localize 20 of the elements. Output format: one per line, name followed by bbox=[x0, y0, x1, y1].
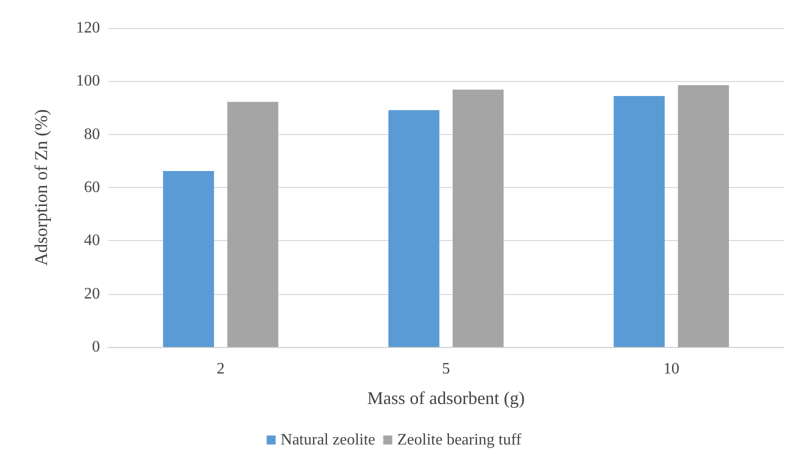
bar bbox=[163, 171, 214, 347]
legend-label: Natural zeolite bbox=[280, 432, 376, 448]
bar bbox=[614, 96, 665, 347]
y-tick-label: 20 bbox=[84, 285, 100, 302]
x-axis-title: Mass of adsorbent (g) bbox=[367, 388, 525, 408]
y-axis-title: Adsorption of Zn (%) bbox=[31, 109, 51, 266]
x-tick-label: 2 bbox=[216, 360, 225, 378]
x-tick-label: 10 bbox=[663, 360, 680, 378]
y-tick-label: 40 bbox=[84, 232, 100, 250]
y-tick-label: 60 bbox=[84, 179, 100, 196]
y-tick-label: 100 bbox=[76, 72, 100, 90]
bar bbox=[388, 110, 440, 347]
y-tick-label: 80 bbox=[84, 126, 100, 143]
y-tick-label: 120 bbox=[76, 20, 100, 36]
bar bbox=[452, 90, 504, 347]
bar bbox=[227, 102, 278, 347]
x-tick-label: 5 bbox=[442, 360, 450, 378]
legend-label: Zeolite bearing tuff bbox=[397, 432, 522, 448]
y-tick-label: 0 bbox=[92, 338, 100, 356]
bar bbox=[678, 85, 729, 347]
